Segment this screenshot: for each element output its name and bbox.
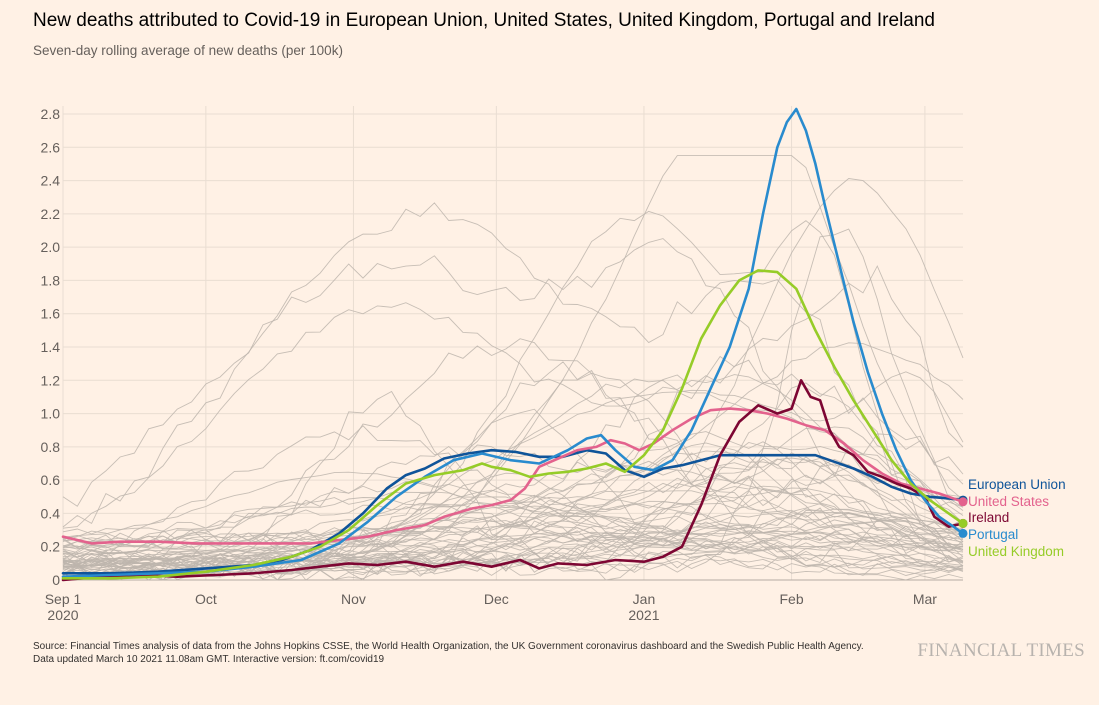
- series-label-united-kingdom: United Kingdom: [968, 544, 1064, 559]
- series-endpoint-portugal: [958, 528, 968, 538]
- background-country-line: [62, 372, 964, 568]
- background-country-line: [62, 371, 964, 562]
- background-country-line: [62, 491, 964, 563]
- x-tick-label: Feb: [780, 591, 804, 607]
- series-line-ireland: [61, 379, 965, 582]
- line-chart: 0 0.2 0.4 0.6 0.8 1.0 1.2 1.4 1.6 1.8 2.0 2.2 2.4 2.6…: [41, 106, 1066, 623]
- updated-note: Data updated March 10 2021 11.08am GMT. …: [33, 653, 385, 665]
- background-country-line: [62, 529, 964, 560]
- x-tick-sublabel: 2020: [47, 607, 78, 623]
- x-tick-label: Sep 1: [45, 591, 82, 607]
- series-label-ireland: Ireland: [968, 510, 1009, 525]
- series-line-united-kingdom: [61, 269, 965, 580]
- x-tick-label: Oct: [195, 591, 217, 607]
- series-label-portugal: Portugal: [968, 527, 1018, 542]
- y-tick-label: 0.8: [41, 439, 61, 455]
- y-tick-label: 1.0: [41, 406, 61, 422]
- y-tick-label: 2.6: [41, 139, 61, 155]
- background-country-line: [62, 496, 964, 563]
- y-tick-label: 1.8: [41, 272, 61, 288]
- chart-subtitle: Seven-day rolling average of new deaths …: [33, 43, 343, 58]
- series-endpoint-united-states: [958, 497, 968, 507]
- y-tick-label: 2.4: [41, 173, 61, 189]
- y-tick-label: 1.2: [41, 372, 61, 388]
- background-country-line: [62, 540, 964, 581]
- background-country-line: [62, 481, 964, 549]
- background-country-line: [62, 471, 964, 544]
- y-tick-label: 0.6: [41, 472, 61, 488]
- x-tick-sublabel: 2021: [628, 607, 659, 623]
- x-tick-label: Jan: [633, 591, 656, 607]
- background-country-line: [62, 461, 964, 543]
- y-tick-label: 0.4: [41, 505, 61, 521]
- background-country-line: [62, 382, 964, 575]
- background-country-line: [62, 497, 964, 570]
- series-label-european-union: European Union: [968, 477, 1066, 492]
- x-tick-label: Mar: [913, 591, 937, 607]
- background-country-line: [62, 489, 964, 569]
- series-endpoint-united-kingdom: [958, 518, 968, 528]
- background-country-line: [62, 487, 964, 564]
- background-country-line: [62, 485, 964, 559]
- highlighted-series: [61, 107, 968, 582]
- background-country-line: [62, 468, 964, 543]
- series-line-portugal: [61, 107, 965, 578]
- x-tick-label: Dec: [484, 591, 509, 607]
- y-tick-label: 0.2: [41, 539, 61, 555]
- background-country-line: [62, 474, 964, 562]
- ft-logo: FINANCIAL TIMES: [917, 640, 1085, 661]
- y-tick-label: 1.6: [41, 306, 61, 322]
- series-line-european-union: [61, 448, 965, 575]
- x-tick-label: Nov: [341, 591, 366, 607]
- background-country-line: [62, 509, 964, 566]
- background-country-line: [62, 527, 964, 547]
- background-country-line: [62, 390, 964, 581]
- series-label-united-states: United States: [968, 494, 1049, 509]
- y-tick-label: 1.4: [41, 339, 61, 355]
- background-country-line: [62, 516, 964, 552]
- y-tick-label: 2.2: [41, 206, 61, 222]
- y-tick-label: 2.8: [41, 106, 61, 122]
- y-tick-label: 0: [52, 572, 60, 588]
- background-country-line: [62, 238, 964, 563]
- footer-notes: Source: Financial Times analysis of data…: [33, 641, 903, 666]
- axis-labels: 0 0.2 0.4 0.6 0.8 1.0 1.2 1.4 1.6 1.8 2.0 2.2 2.4 2.6…: [41, 106, 938, 623]
- source-note: Source: Financial Times analysis of data…: [33, 641, 864, 652]
- background-country-line: [62, 501, 964, 572]
- background-country-line: [62, 202, 964, 551]
- y-tick-label: 2.0: [41, 239, 61, 255]
- chart-title: New deaths attributed to Covid-19 in Eur…: [33, 10, 935, 31]
